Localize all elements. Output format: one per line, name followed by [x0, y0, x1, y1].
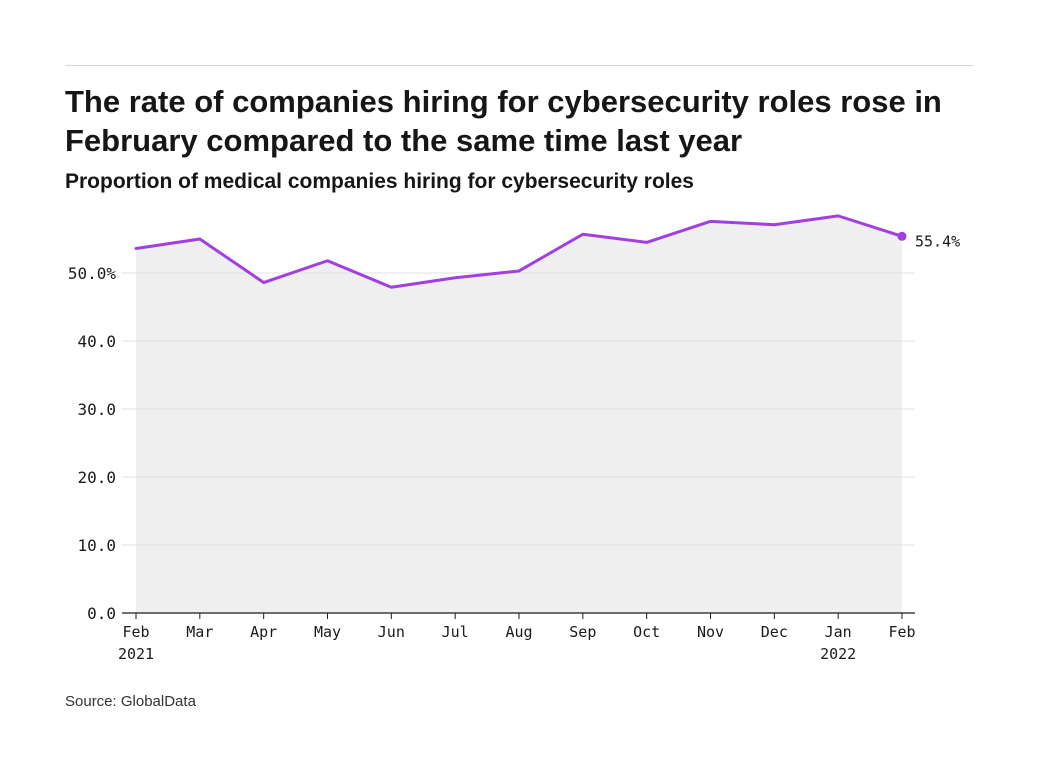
chart-title: The rate of companies hiring for cyberse…	[65, 84, 942, 158]
y-tick-label: 10.0	[77, 536, 116, 555]
x-tick-label: Jul	[442, 623, 469, 641]
y-tick-label: 50.0%	[68, 264, 117, 283]
area-fill	[136, 215, 902, 613]
x-tick-label: Apr	[250, 623, 277, 641]
y-tick-label: 0.0	[87, 604, 116, 623]
x-tick-label: Feb	[122, 623, 149, 641]
x-tick-label: Jan	[825, 623, 852, 641]
y-tick-label: 30.0	[77, 400, 116, 419]
y-tick-label: 20.0	[77, 468, 116, 487]
x-tick-label: Oct	[633, 623, 660, 641]
x-tick-label: Feb	[888, 623, 915, 641]
x-tick-label: Sep	[569, 623, 596, 641]
end-value-label: 55.4%	[915, 232, 960, 250]
x-tick-label: May	[314, 623, 341, 641]
y-tick-label: 40.0	[77, 332, 116, 351]
top-divider	[65, 65, 973, 66]
x-tick-label: Aug	[505, 623, 532, 641]
x-tick-label: Jun	[378, 623, 405, 641]
x-tick-label: Nov	[697, 623, 724, 641]
end-point-marker	[897, 231, 907, 241]
chart-subtitle: Proportion of medical companies hiring f…	[65, 170, 694, 193]
x-tick-label: Dec	[761, 623, 788, 641]
source-note: Source: GlobalData	[65, 693, 196, 710]
series-line	[134, 214, 904, 289]
x-year-label: 2022	[820, 645, 856, 663]
x-year-label: 2021	[118, 645, 154, 663]
x-tick-label: Mar	[186, 623, 213, 641]
